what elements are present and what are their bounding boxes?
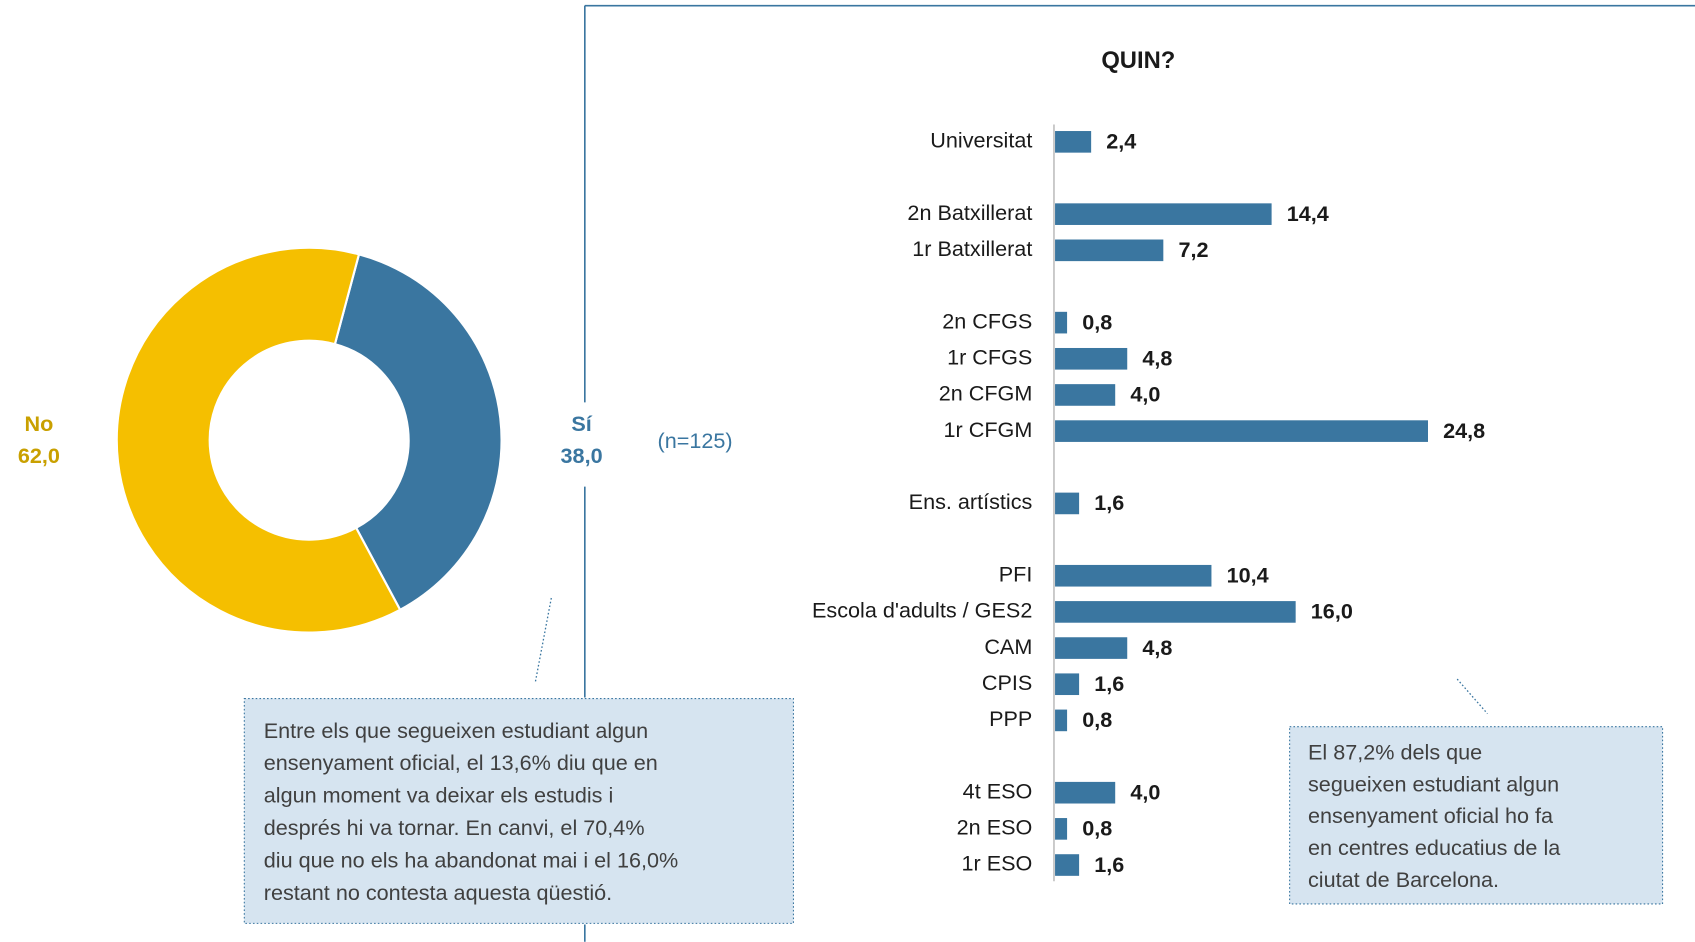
y-tick-label: Universitat bbox=[930, 128, 1032, 153]
data-label: 16,0 bbox=[1311, 599, 1353, 624]
y-tick-label: PPP bbox=[989, 706, 1032, 731]
annotation-box bbox=[243, 698, 794, 924]
data-label: 14,4 bbox=[1287, 201, 1329, 226]
annotation-line: segueixen estudiant algun bbox=[1308, 771, 1559, 796]
data-label: 4,0 bbox=[1130, 779, 1160, 804]
slice-label: Sí bbox=[571, 411, 592, 436]
y-tick-label: 1r Batxillerat bbox=[912, 236, 1032, 261]
data-label: 1,6 bbox=[1094, 490, 1124, 515]
y-tick-label: PFI bbox=[999, 561, 1033, 586]
y-tick-label: CAM bbox=[984, 634, 1032, 659]
y-tick-label: 2n CFGM bbox=[939, 381, 1033, 406]
bar bbox=[1055, 239, 1164, 262]
bar bbox=[1055, 637, 1128, 659]
annotation-line: El 87,2% dels que bbox=[1308, 739, 1482, 764]
y-tick-label: Escola d'adults / GES2 bbox=[812, 598, 1032, 623]
bar bbox=[1055, 564, 1212, 587]
bar bbox=[1055, 818, 1068, 840]
data-label: 4,8 bbox=[1142, 346, 1172, 371]
data-label: 1,6 bbox=[1094, 852, 1124, 877]
note: (n=125) bbox=[658, 428, 733, 453]
donut-slice bbox=[333, 253, 503, 612]
bar bbox=[1055, 709, 1068, 732]
bar bbox=[1055, 347, 1128, 370]
bar bbox=[1055, 601, 1296, 623]
slice-label: No bbox=[25, 411, 54, 436]
y-tick-label: 1r ESO bbox=[961, 851, 1032, 876]
y-tick-label: CPIS bbox=[982, 670, 1032, 695]
y-tick-label: 1r CFGS bbox=[947, 344, 1032, 369]
data-label: 7,2 bbox=[1178, 237, 1208, 262]
annotation-line: diu que no els ha abandonat mai i el 16,… bbox=[264, 847, 678, 872]
bar bbox=[1055, 203, 1272, 225]
annotation-line: algun moment va deixar els estudis i bbox=[264, 783, 614, 808]
data-label: 10,4 bbox=[1227, 563, 1269, 588]
y-tick-label: 1r CFGM bbox=[944, 417, 1033, 442]
connectors bbox=[534, 597, 1488, 715]
data-label: 2,4 bbox=[1106, 129, 1136, 154]
annotation-line: després hi va tornar. En canvi, el 70,4% bbox=[264, 815, 645, 840]
slice-value-label: 38,0 bbox=[561, 443, 603, 468]
y-tick-label: Ens. artístics bbox=[909, 489, 1033, 514]
y-tick-label: 2n ESO bbox=[957, 815, 1033, 840]
annotation-line: en centres educatius de la bbox=[1308, 835, 1561, 860]
y-tick-label: 2n CFGS bbox=[942, 308, 1032, 333]
chart-title: QUIN? bbox=[1101, 47, 1175, 74]
data-label: 0,8 bbox=[1082, 816, 1112, 841]
annotation-line: ciutat de Barcelona. bbox=[1308, 867, 1499, 892]
donut-slice bbox=[115, 246, 402, 634]
bar bbox=[1055, 492, 1080, 515]
annotation-line: Entre els que segueixen estudiant algun bbox=[264, 718, 648, 743]
data-label: 4,0 bbox=[1130, 382, 1160, 407]
y-tick-label: 4t ESO bbox=[963, 778, 1033, 803]
data-label: 0,8 bbox=[1082, 309, 1112, 334]
bar bbox=[1055, 384, 1116, 406]
frame bbox=[584, 4, 1695, 942]
y-tick-label: 2n Batxillerat bbox=[907, 200, 1032, 225]
slice-value-label: 62,0 bbox=[18, 443, 60, 468]
bar bbox=[1055, 131, 1092, 153]
data-label: 0,8 bbox=[1082, 707, 1112, 732]
bar bbox=[1055, 781, 1116, 804]
data-label: 1,6 bbox=[1094, 671, 1124, 696]
bar bbox=[1055, 673, 1080, 696]
annotation-line: ensenyament oficial, el 13,6% diu que en bbox=[264, 750, 658, 775]
data-label: 24,8 bbox=[1443, 418, 1485, 443]
annotation-line: ensenyament oficial ho fa bbox=[1308, 803, 1554, 828]
bar bbox=[1055, 420, 1428, 442]
annotation-box bbox=[1289, 726, 1664, 905]
bar bbox=[1055, 311, 1068, 334]
annotation-line: restant no contesta aquesta qüestió. bbox=[264, 880, 612, 905]
bar bbox=[1055, 854, 1080, 876]
data-label: 4,8 bbox=[1142, 635, 1172, 660]
